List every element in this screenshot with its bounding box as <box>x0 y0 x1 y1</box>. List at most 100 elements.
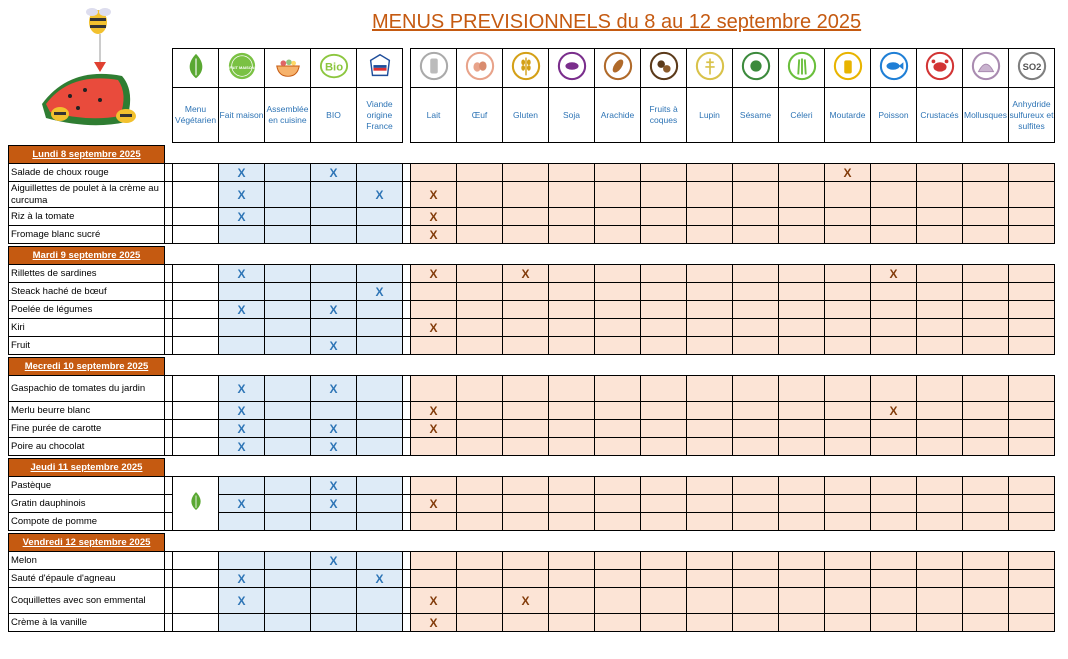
dish-row: Gaspachio de tomates du jardin X X <box>8 375 1055 402</box>
dish-name: Kiri <box>8 318 165 337</box>
day-header: Mardi 9 septembre 2025 <box>8 246 165 265</box>
salad-bowl-icon <box>275 58 300 77</box>
mark-lait: X <box>410 613 457 632</box>
mark-lait: X <box>410 587 457 614</box>
day-header: Jeudi 11 septembre 2025 <box>8 458 165 477</box>
shell-icon <box>971 51 1000 80</box>
col-icon-mollusques <box>962 48 1009 88</box>
dish-name: Pastèque <box>8 476 165 495</box>
col-label-veg: Menu Végétarien <box>172 87 219 143</box>
mark-bio: X <box>310 300 357 319</box>
mark-fait: X <box>218 419 265 438</box>
col-label-mollusques: Mollusques <box>962 87 1009 143</box>
icon-text-fait_maison: FAIT MAISON <box>229 64 254 69</box>
mark-fait: X <box>218 264 265 283</box>
day-header: Lundi 8 septembre 2025 <box>8 145 165 164</box>
mark-bio: X <box>310 437 357 456</box>
bee-watermelon-logo <box>42 8 136 126</box>
celery-icon <box>787 51 816 80</box>
col-icon-viande <box>356 48 403 88</box>
mark-moutarde: X <box>824 163 871 182</box>
col-label-celeri: Céleri <box>778 87 825 143</box>
dish-name: Fromage blanc sucré <box>8 225 165 244</box>
dish-name: Compote de pomme <box>8 512 165 531</box>
mark-lait: X <box>410 318 457 337</box>
mark-gluten: X <box>502 264 549 283</box>
mark-lait: X <box>410 419 457 438</box>
col-label-poisson: Poisson <box>870 87 917 143</box>
soy-icon <box>557 51 586 80</box>
dish-name: Coquillettes avec son emmental <box>8 587 165 614</box>
col-icon-lait <box>410 48 457 88</box>
mark-viande: X <box>356 282 403 301</box>
icon-text-bio: Bio <box>324 61 342 73</box>
dish-name: Aiguillettes de poulet à la crème au cur… <box>8 181 165 208</box>
dish-name: Crème à la vanille <box>8 613 165 632</box>
dish-name: Sauté d'épaule d'agneau <box>8 569 165 588</box>
fait-maison-badge-icon: FAIT MAISON <box>228 52 255 79</box>
dish-row: Pastèque X <box>8 476 1055 531</box>
mark-fait: X <box>218 587 265 614</box>
dish-row: Compote de pomme <box>8 512 1055 531</box>
mark-fait: X <box>218 375 265 402</box>
fish-icon <box>879 51 908 80</box>
dish-name: Poelée de légumes <box>8 300 165 319</box>
col-icon-assemb <box>264 48 311 88</box>
eggs-icon <box>465 51 494 80</box>
mark-bio: X <box>310 494 357 513</box>
dish-name: Salade de choux rouge <box>8 163 165 182</box>
dish-name: Melon <box>8 551 165 570</box>
crab-icon <box>925 51 954 80</box>
mark-fait: X <box>218 437 265 456</box>
col-label-oeuf: Œuf <box>456 87 503 143</box>
dish-row: Melon X <box>8 551 1055 570</box>
col-icon-fruits <box>640 48 687 88</box>
mark-viande: X <box>356 569 403 588</box>
col-icon-soja <box>548 48 595 88</box>
col-icon-bio: Bio <box>310 48 357 88</box>
mark-fait: X <box>218 494 265 513</box>
mark-viande: X <box>356 181 403 208</box>
dish-row: Kiri X <box>8 318 1055 337</box>
mark-fait: X <box>218 181 265 208</box>
col-icon-poisson <box>870 48 917 88</box>
mark-bio: X <box>310 551 357 570</box>
dish-row: Crème à la vanille X <box>8 613 1055 632</box>
col-label-crustaces: Crustacés <box>916 87 963 143</box>
col-icon-lupin <box>686 48 733 88</box>
dish-row: Riz à la tomate X X <box>8 207 1055 226</box>
mark-fait: X <box>218 207 265 226</box>
dish-row: Aiguillettes de poulet à la crème au cur… <box>8 181 1055 208</box>
dish-row: Merlu beurre blanc X X X <box>8 401 1055 420</box>
mark-lait: X <box>410 207 457 226</box>
col-icon-gluten <box>502 48 549 88</box>
dish-row: Sauté d'épaule d'agneau X X <box>8 569 1055 588</box>
mark-bio: X <box>310 419 357 438</box>
mark-fait: X <box>218 300 265 319</box>
leaf-drop-icon <box>190 492 201 510</box>
dish-name: Fine purée de carotte <box>8 419 165 438</box>
mark-fait: X <box>218 401 265 420</box>
dish-row: Salade de choux rouge X X X <box>8 163 1055 182</box>
col-label-bio: BIO <box>310 87 357 143</box>
sesame-icon <box>741 51 770 80</box>
day-header: Vendredi 12 septembre 2025 <box>8 533 165 552</box>
viande-france-logo-icon <box>369 53 390 76</box>
so2-icon: SO2 <box>1017 51 1046 80</box>
col-icon-arachide <box>594 48 641 88</box>
col-label-sesame: Sésame <box>732 87 779 143</box>
dish-name: Riz à la tomate <box>8 207 165 226</box>
lupin-icon <box>695 51 724 80</box>
dish-name: Fruit <box>8 336 165 355</box>
menu-table: FAIT MAISON Bio SO2 Menu Végétarien Fait mai… <box>8 48 1055 632</box>
dish-name: Merlu beurre blanc <box>8 401 165 420</box>
col-icon-veg <box>172 48 219 88</box>
mark-bio: X <box>310 375 357 402</box>
mark-lait: X <box>410 181 457 208</box>
dish-row: Gratin dauphinois X X X <box>8 494 1055 513</box>
col-label-lait: Lait <box>410 87 457 143</box>
dish-name: Gratin dauphinois <box>8 494 165 513</box>
dish-row: Poelée de légumes X X <box>8 300 1055 319</box>
page-title: MENUS PREVISIONNELS du 8 au 12 septembre… <box>372 11 862 33</box>
day-header: Mecredi 10 septembre 2025 <box>8 357 165 376</box>
